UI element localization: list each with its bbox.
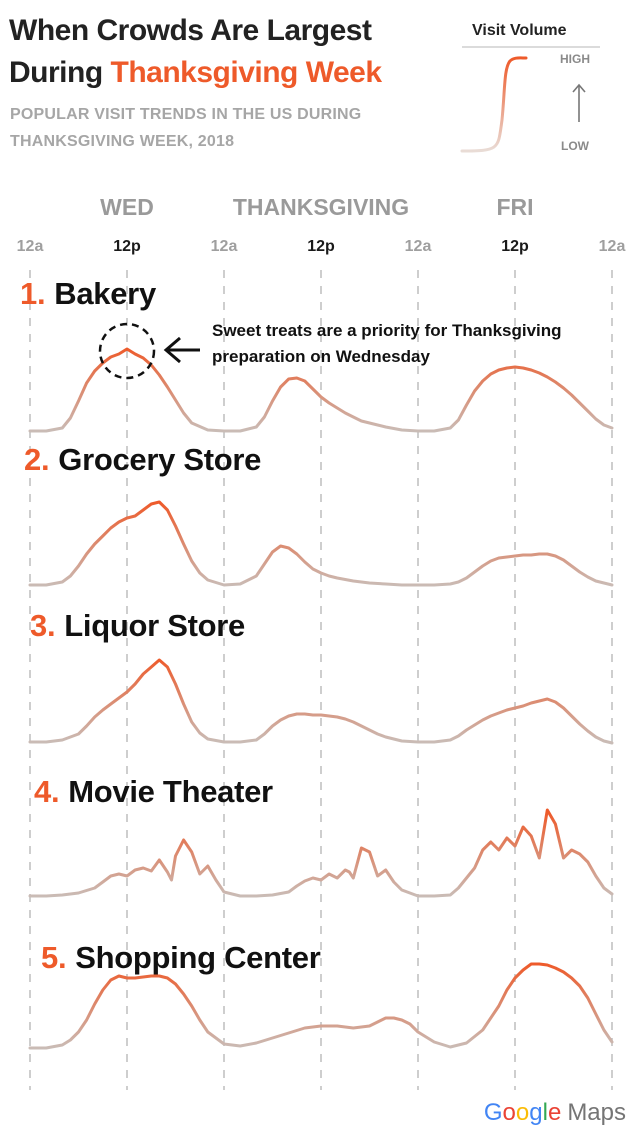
legend-curve — [460, 56, 528, 153]
title-line2-highlight: Thanksgiving Week — [110, 56, 383, 89]
panel-title: 5. Shopping Center — [41, 940, 321, 976]
annotation-arrow — [163, 336, 200, 364]
legend-graphic — [460, 46, 600, 153]
panel-title: 4. Movie Theater — [34, 774, 273, 810]
google-letter: e — [547, 1099, 562, 1126]
panel-title: 3. Liquor Store — [30, 608, 245, 644]
panel-name: Bakery — [54, 276, 156, 311]
maps-wordmark: Maps — [567, 1099, 626, 1126]
day-label: THANKSGIVING — [232, 194, 410, 220]
google-maps-logo: Google Maps — [484, 1099, 626, 1127]
google-letter: l — [542, 1099, 548, 1126]
legend-high-label: HIGH — [560, 52, 590, 66]
panel-rank: 2. — [24, 442, 50, 477]
panel-title: 2. Grocery Store — [24, 442, 261, 478]
series-line-grocery-store — [28, 500, 614, 587]
tick-label: 12p — [113, 238, 141, 255]
page-subtitle: POPULAR VISIT TRENDS IN THE US DURING TH… — [10, 106, 362, 150]
panel-rank: 3. — [30, 608, 56, 643]
panel-rank: 1. — [20, 276, 46, 311]
tick-label: 12a — [598, 238, 626, 255]
annotation-highlight — [98, 322, 156, 380]
panel-rank: 5. — [41, 940, 67, 975]
panel-name: Grocery Store — [58, 442, 262, 477]
panel-rank: 4. — [34, 774, 60, 809]
title-line1: When Crowds Are Largest — [9, 14, 372, 47]
google-wordmark: Google — [484, 1099, 561, 1126]
tick-label: 12a — [404, 238, 432, 255]
panel-title: 1. Bakery — [20, 276, 156, 312]
panel-name: Liquor Store — [64, 608, 245, 643]
tick-label: 12a — [210, 238, 238, 255]
day-label: FRI — [496, 194, 534, 220]
series-lines — [28, 347, 614, 1050]
panel-name: Movie Theater — [68, 774, 273, 809]
tick-label: 12p — [307, 238, 335, 255]
google-letter: G — [483, 1099, 503, 1126]
legend-arrowhead-icon — [572, 83, 586, 93]
series-line-shopping-center — [28, 962, 614, 1050]
tick-label: 12a — [16, 238, 44, 255]
series-line-movie-theater — [28, 808, 614, 898]
legend-title: Visit Volume — [472, 22, 567, 39]
series-line-liquor-store — [28, 658, 614, 745]
google-letter: o — [502, 1099, 516, 1126]
panel-name: Shopping Center — [75, 940, 321, 975]
page-title: When Crowds Are Largest During Thanksgiv… — [9, 10, 382, 94]
google-letter: o — [515, 1099, 530, 1126]
tick-label: 12p — [501, 238, 529, 255]
title-line2-prefix: During — [9, 56, 111, 89]
series-line-bakery — [28, 347, 614, 433]
highlight-circle — [98, 322, 156, 380]
bakery-annotation: Sweet treats are a priority for Thanksgi… — [212, 321, 562, 366]
day-label: WED — [100, 194, 154, 220]
legend-low-label: LOW — [561, 139, 589, 153]
google-letter: g — [529, 1099, 543, 1126]
